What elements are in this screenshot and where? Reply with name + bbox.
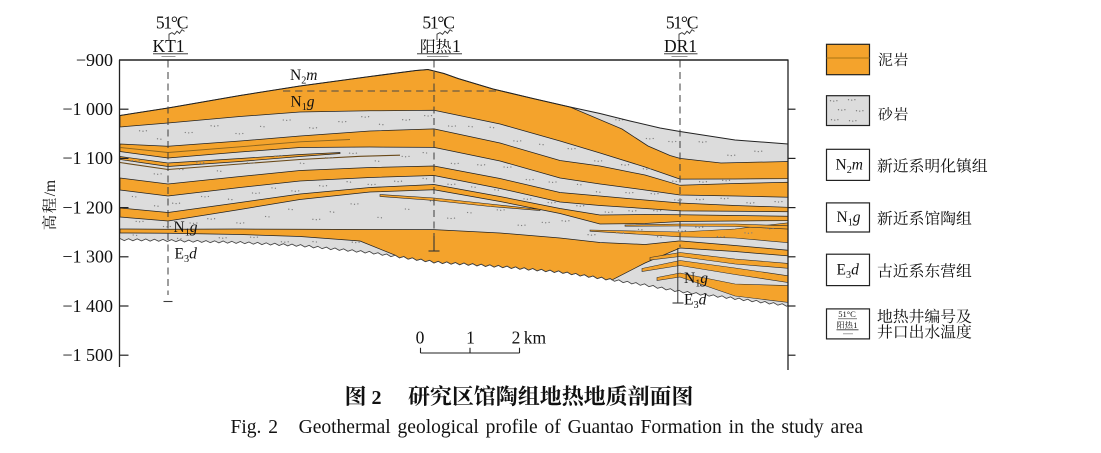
svg-text:−1 400: −1 400 xyxy=(62,296,113,316)
svg-text:51°C: 51°C xyxy=(156,13,188,33)
svg-text:N1g: N1g xyxy=(684,270,708,289)
svg-text:N2m: N2m xyxy=(290,67,318,86)
svg-text:51°C: 51°C xyxy=(666,13,698,33)
svg-text:E3d: E3d xyxy=(175,246,198,265)
svg-text:km: km xyxy=(524,328,547,348)
svg-text:51°C: 51°C xyxy=(422,13,454,33)
svg-text:DR1: DR1 xyxy=(664,36,697,56)
svg-text:1: 1 xyxy=(466,328,475,348)
svg-text:−1 200: −1 200 xyxy=(62,197,113,217)
svg-text:−1 000: −1 000 xyxy=(62,99,113,119)
svg-text:51°C: 51°C xyxy=(838,309,856,319)
svg-text:N1g: N1g xyxy=(291,94,315,113)
svg-text:E3d: E3d xyxy=(684,292,707,311)
svg-text:1: 1 xyxy=(853,320,857,330)
svg-text:N2m: N2m xyxy=(836,157,864,176)
svg-text:KT1: KT1 xyxy=(152,36,184,56)
svg-text:/m: /m xyxy=(42,180,59,196)
svg-text:N1g: N1g xyxy=(174,219,198,238)
svg-text:−1 500: −1 500 xyxy=(62,345,113,365)
svg-text:−900: −900 xyxy=(76,50,113,70)
svg-text:2: 2 xyxy=(372,387,382,409)
svg-text:Fig. 2 Geothermal geological: Fig. 2 Geothermal geological profile of … xyxy=(231,417,864,438)
svg-text:1: 1 xyxy=(452,36,461,56)
svg-text:−1 300: −1 300 xyxy=(62,247,113,267)
svg-text:N1g: N1g xyxy=(837,209,861,228)
svg-text:−1 100: −1 100 xyxy=(62,148,113,168)
svg-text:2: 2 xyxy=(512,328,521,348)
svg-text:E3d: E3d xyxy=(837,262,860,281)
svg-text:0: 0 xyxy=(416,328,425,348)
